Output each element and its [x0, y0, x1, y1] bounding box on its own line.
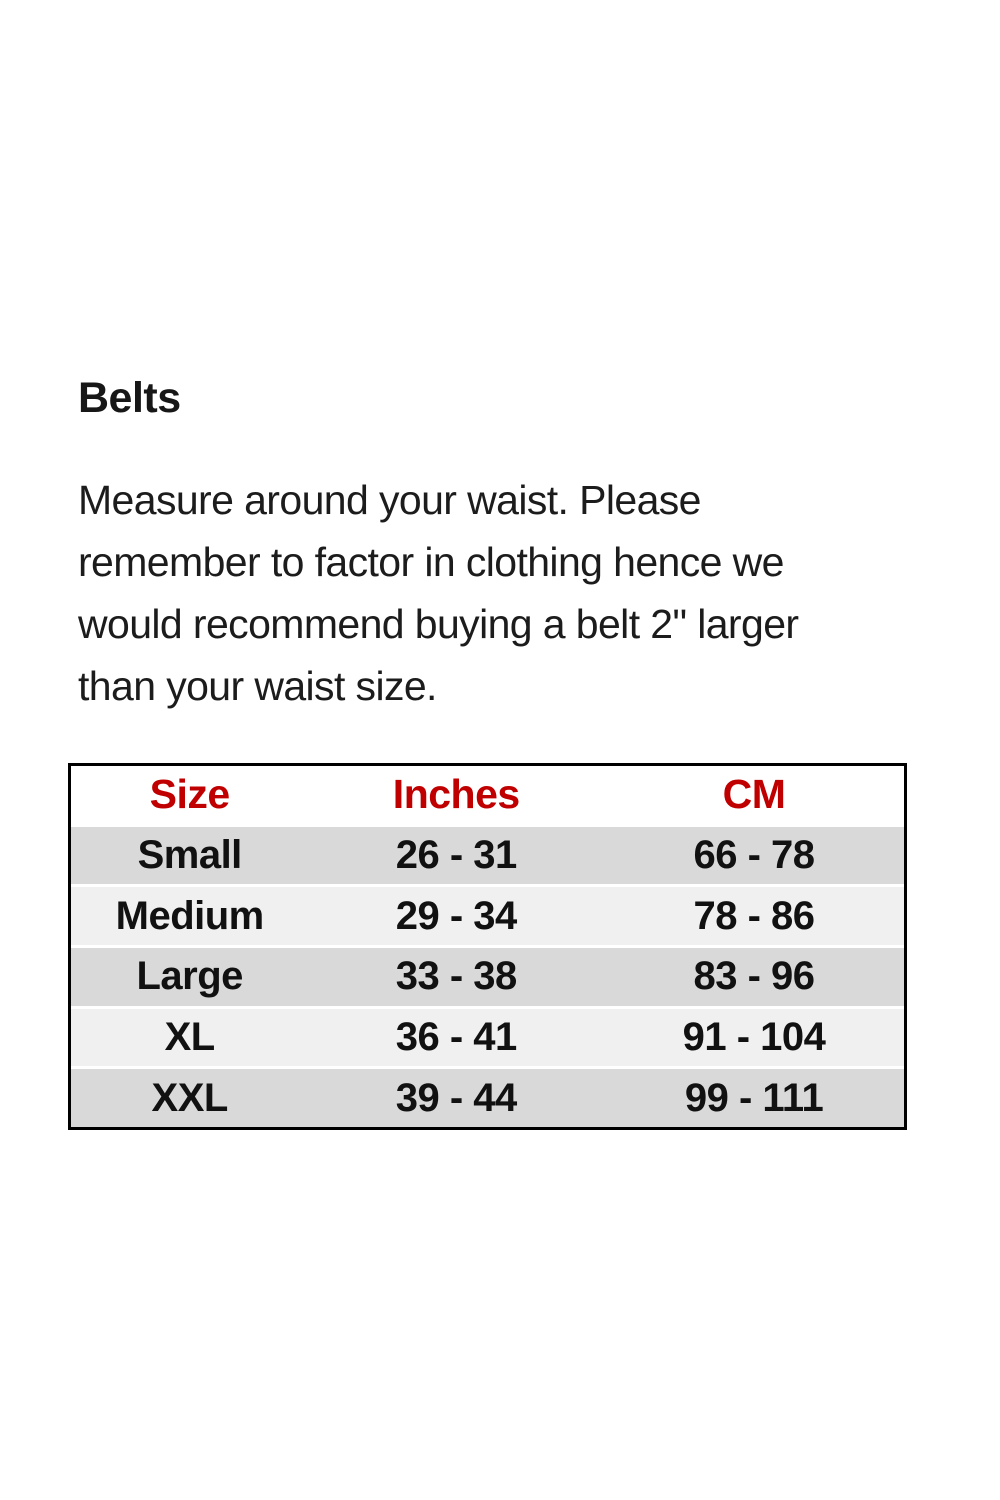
table-row: XXL 39 - 44 99 - 111	[71, 1066, 904, 1128]
cell-size: XL	[164, 1015, 216, 1060]
size-table: Size Inches CM Small 26 - 31 66 - 78 Med…	[68, 763, 907, 1130]
column-header-size: Size	[149, 771, 231, 818]
cell-cm: 83 - 96	[693, 954, 816, 999]
table-row: Large 33 - 38 83 - 96	[71, 945, 904, 1006]
cell-inches: 39 - 44	[395, 1075, 518, 1120]
cell-cm: 99 - 111	[684, 1075, 824, 1120]
table-row: Medium 29 - 34 78 - 86	[71, 884, 904, 946]
cell-cm: 78 - 86	[693, 893, 816, 938]
table-row: XL 36 - 41 91 - 104	[71, 1005, 904, 1067]
page-title: Belts	[78, 373, 181, 422]
intro-line: Measure around your waist. Please	[78, 477, 701, 523]
cell-inches: 36 - 41	[395, 1015, 518, 1060]
cell-size: Large	[136, 954, 243, 999]
cell-size: Medium	[115, 893, 265, 938]
cell-inches: 26 - 31	[395, 833, 518, 877]
column-header-inches: Inches	[392, 771, 520, 818]
table-header-row: Size Inches CM	[71, 766, 904, 824]
table-row: Small 26 - 31 66 - 78	[71, 823, 904, 885]
intro-line: remember to factor in clothing hence we	[78, 539, 784, 585]
intro-line: would recommend buying a belt 2" larger	[78, 601, 799, 647]
intro-paragraph: Measure around your waist. Please rememb…	[78, 469, 799, 717]
intro-line: than your waist size.	[78, 663, 437, 709]
cell-cm: 66 - 78	[693, 833, 816, 877]
cell-size: Small	[137, 833, 243, 877]
column-header-cm: CM	[722, 771, 786, 818]
cell-size: XXL	[151, 1075, 229, 1120]
cell-inches: 29 - 34	[395, 893, 518, 938]
cell-cm: 91 - 104	[682, 1015, 826, 1060]
cell-inches: 33 - 38	[395, 954, 518, 999]
